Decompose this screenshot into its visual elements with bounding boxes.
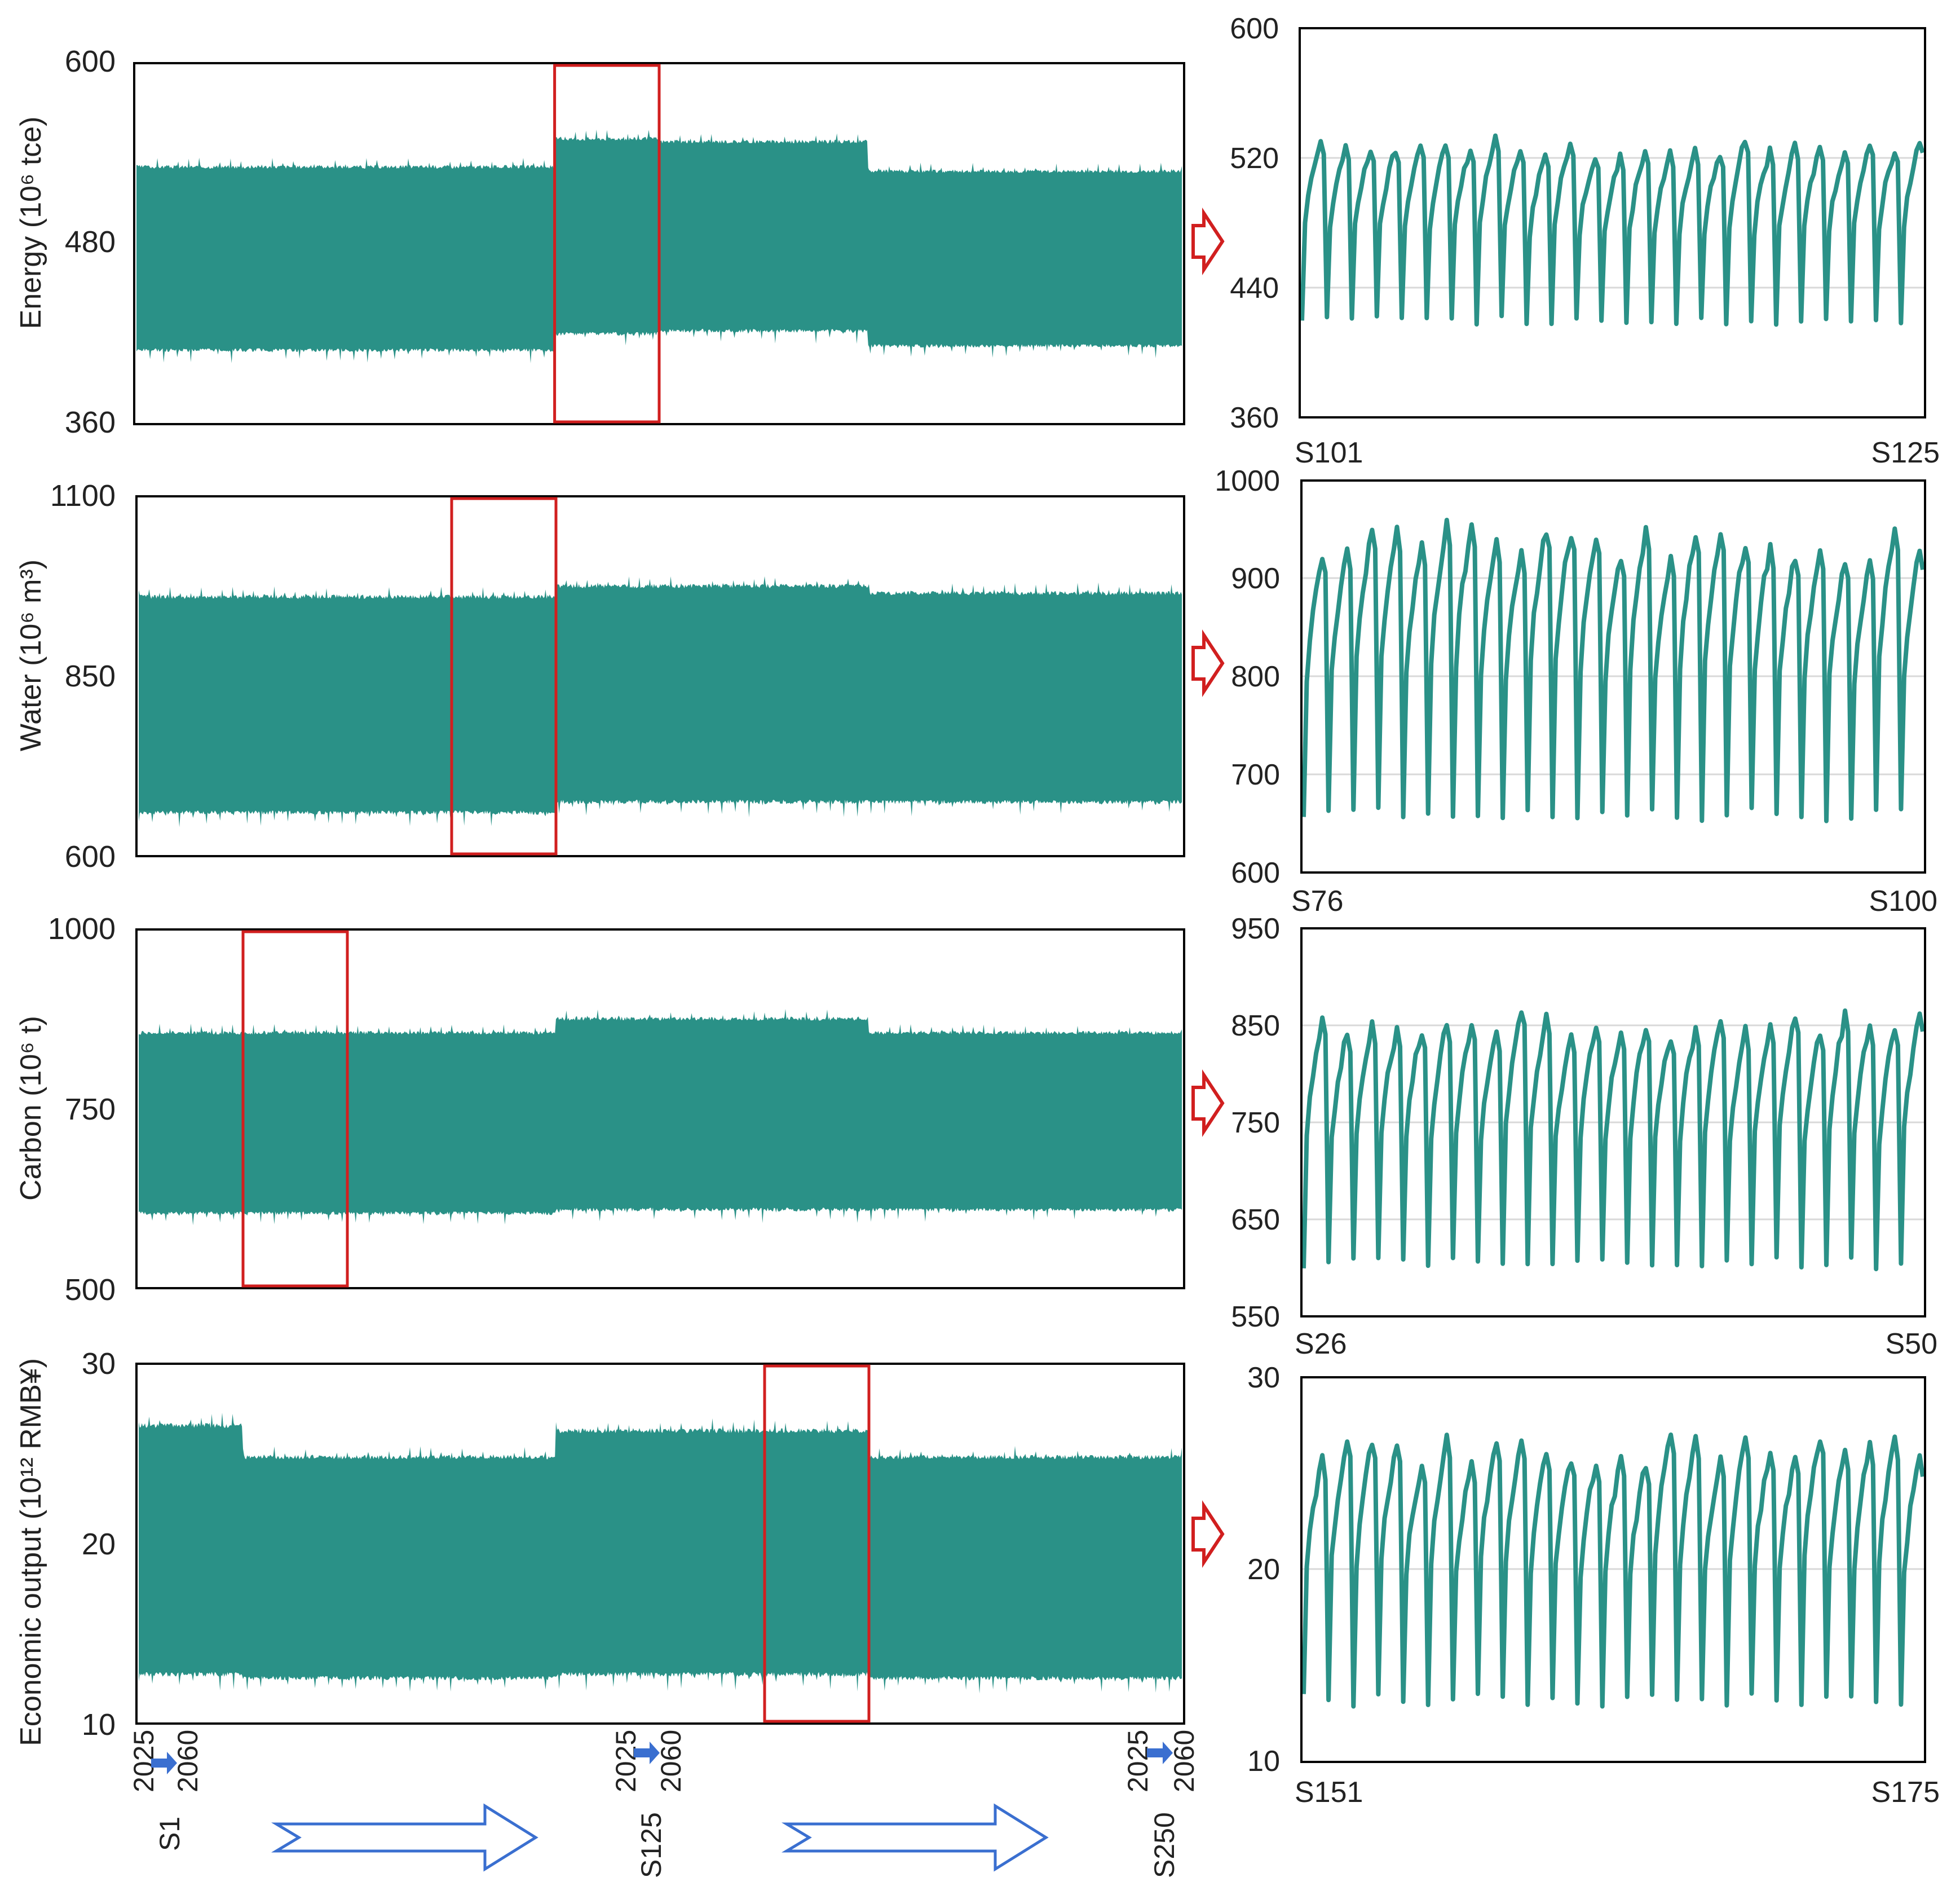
carbon-plot-frame [135, 928, 1185, 1289]
marker-scenario: S250 [1149, 1812, 1180, 1878]
carbon-detail-ytick-550: 550 [1231, 1301, 1280, 1333]
flow-arrow-icon [271, 1803, 538, 1872]
energy-detail-line [1300, 133, 1925, 327]
water-detail-line [1301, 518, 1925, 823]
xaxis-marker-s250: 2025 2060 S250 [1122, 1730, 1200, 1878]
flow-arrow-icon [781, 1803, 1049, 1872]
energy-ytick-360: 360 [65, 406, 116, 439]
marker-year-start: 2025 [1122, 1730, 1154, 1792]
economic-detail-frame [1300, 1376, 1926, 1763]
water-highlight-box [450, 497, 558, 856]
energy-detail-ytick-440: 440 [1230, 272, 1279, 305]
carbon-detail-ytick-850: 850 [1231, 1010, 1280, 1042]
energy-ytick-480: 480 [65, 225, 116, 259]
economic-series-band [139, 1412, 1182, 1694]
energy-detail-xlabel-start: S101 [1295, 437, 1363, 469]
energy-detail-ytick-600: 600 [1230, 12, 1279, 45]
water-detail-ytick-1000: 1000 [1215, 465, 1280, 497]
water-detail-frame [1300, 479, 1926, 874]
energy-detail-ytick-520: 520 [1230, 142, 1279, 175]
timeline-arrow-icon [151, 1752, 177, 1774]
economic-detail: 30 20 10 S151 S175 [1247, 1361, 1940, 1809]
economic-detail-xlabel-end: S175 [1871, 1776, 1940, 1809]
carbon-ytick-1000: 1000 [48, 912, 116, 946]
marker-year-end: 2060 [172, 1730, 204, 1792]
water-detail-xlabel-start: S76 [1291, 885, 1344, 918]
zoom-arrow-icon [1191, 629, 1225, 697]
economic-overview: 30 20 10 Economic output (10¹² RMB¥) [15, 1347, 1185, 1746]
energy-ylabel: Energy (10⁶ tce) [15, 117, 47, 329]
zoom-arrow-icon [1191, 1069, 1225, 1137]
water-ytick-1100: 1100 [50, 479, 116, 513]
xaxis-marker-s1: 2025 2060 S1 [128, 1730, 204, 1851]
water-detail-ytick-700: 700 [1231, 759, 1280, 791]
economic-detail-ytick-30: 30 [1247, 1361, 1280, 1394]
energy-detail: 600 520 440 360 S101 S125 [1230, 12, 1940, 469]
carbon-detail-ytick-650: 650 [1231, 1204, 1280, 1236]
energy-detail-frame [1299, 27, 1926, 418]
economic-detail-xlabel-start: S151 [1295, 1776, 1363, 1809]
carbon-detail-ytick-950: 950 [1231, 913, 1280, 945]
carbon-overview: 1000 750 500 Carbon (10⁶ t) [15, 912, 1185, 1307]
water-detail-ytick-800: 800 [1231, 660, 1280, 693]
marker-year-start: 2025 [610, 1730, 642, 1792]
carbon-detail-ytick-750: 750 [1231, 1107, 1280, 1139]
economic-detail-ytick-20: 20 [1247, 1553, 1280, 1586]
water-ytick-850: 850 [65, 659, 116, 693]
energy-detail-xlabel-end: S125 [1871, 437, 1940, 469]
energy-overview: 600 480 360 Energy (10⁶ tce) [15, 45, 1185, 439]
carbon-series-band [139, 1009, 1182, 1226]
carbon-ytick-500: 500 [65, 1273, 116, 1307]
economic-detail-line [1301, 1432, 1925, 1709]
energy-detail-ytick-360: 360 [1230, 402, 1279, 434]
water-series-band [139, 576, 1182, 827]
economic-ytick-20: 20 [82, 1527, 116, 1561]
carbon-detail: 950 850 750 650 550 S26 S50 [1231, 913, 1937, 1360]
marker-year-end: 2060 [655, 1730, 687, 1792]
carbon-highlight-box [241, 930, 349, 1288]
water-plot-frame [135, 495, 1185, 857]
water-ytick-600: 600 [65, 840, 116, 874]
marker-year-end: 2060 [1168, 1730, 1200, 1792]
water-detail-ytick-600: 600 [1231, 857, 1280, 889]
water-detail-xlabel-end: S100 [1869, 885, 1937, 918]
energy-highlight-box [553, 64, 661, 424]
zoom-arrow-icon [1191, 1500, 1225, 1568]
timeline-arrow-icon [634, 1742, 660, 1764]
carbon-ylabel: Carbon (10⁶ t) [15, 1016, 47, 1201]
energy-ytick-600: 600 [65, 45, 116, 78]
economic-ylabel: Economic output (10¹² RMB¥) [15, 1358, 47, 1746]
carbon-detail-xlabel-end: S50 [1885, 1328, 1937, 1360]
economic-ytick-10: 10 [82, 1708, 116, 1742]
energy-plot-frame [133, 62, 1185, 425]
water-detail: 1000 900 800 700 600 S76 S100 [1215, 465, 1937, 918]
water-ylabel: Water (10⁶ m³) [15, 559, 47, 751]
marker-scenario: S125 [635, 1812, 667, 1878]
water-overview: 1100 850 600 Water (10⁶ m³) [15, 479, 1185, 874]
carbon-detail-xlabel-start: S26 [1295, 1328, 1347, 1360]
zoom-arrow-icon [1191, 208, 1225, 275]
water-detail-ytick-900: 900 [1231, 562, 1280, 595]
carbon-ytick-750: 750 [65, 1092, 116, 1126]
marker-scenario: S1 [154, 1817, 186, 1851]
carbon-detail-line [1301, 1008, 1925, 1271]
economic-ytick-30: 30 [82, 1347, 116, 1381]
economic-detail-ytick-10: 10 [1247, 1745, 1280, 1778]
economic-plot-frame [135, 1363, 1185, 1725]
carbon-detail-frame [1300, 927, 1926, 1317]
timeline-arrow-icon [1147, 1742, 1173, 1764]
xaxis-marker-s125: 2025 2060 S125 [610, 1730, 687, 1878]
economic-highlight-box [763, 1364, 871, 1723]
